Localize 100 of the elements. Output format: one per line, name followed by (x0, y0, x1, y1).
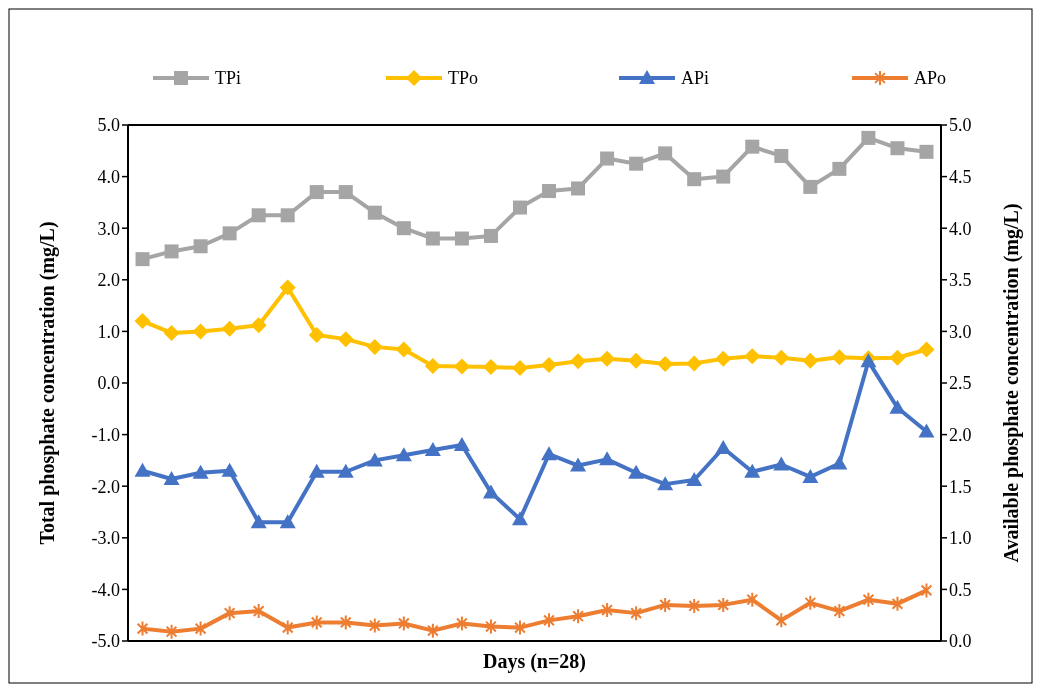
point (658, 146, 673, 161)
point (861, 130, 876, 145)
point (889, 399, 906, 414)
y2-tick-label: 0.0 (949, 631, 972, 652)
point (715, 440, 732, 455)
point (368, 617, 381, 634)
legend-label: TPo (448, 68, 479, 89)
y2-tick-label: 5.0 (949, 115, 972, 136)
y-tick-label: -1.0 (91, 424, 120, 445)
point (630, 605, 643, 622)
point (281, 619, 294, 636)
point (543, 612, 555, 629)
point (831, 349, 848, 366)
y2-axis-title: Available phosphate concentration (mg/L) (1000, 203, 1023, 563)
y2-tick-label: 1.5 (949, 476, 972, 497)
point (193, 239, 208, 254)
y2-tick-label: 4.5 (949, 166, 972, 187)
point (572, 608, 584, 625)
point (136, 620, 149, 637)
point (920, 582, 933, 599)
legend-label: APi (681, 68, 710, 89)
point (250, 514, 267, 529)
point (744, 348, 761, 365)
point (366, 338, 383, 355)
point (802, 352, 819, 369)
point (773, 349, 790, 366)
point (511, 511, 528, 526)
point (918, 341, 935, 358)
point (425, 231, 440, 246)
point (395, 447, 412, 462)
point (542, 184, 557, 199)
point (804, 594, 817, 611)
point (657, 355, 674, 372)
point (803, 179, 818, 194)
point (367, 205, 382, 220)
point (511, 360, 528, 377)
legend-label: TPi (215, 68, 242, 89)
point (366, 452, 383, 467)
y-tick-label: 3.0 (97, 218, 120, 239)
point (599, 451, 616, 466)
point (599, 350, 616, 367)
point (482, 359, 499, 375)
point (889, 349, 906, 366)
point (339, 614, 352, 631)
point (483, 228, 498, 243)
y2-tick-label: 3.5 (949, 270, 972, 291)
point (309, 185, 324, 200)
point (454, 231, 469, 246)
point (686, 355, 703, 372)
point (192, 464, 209, 479)
point (164, 244, 179, 259)
point (774, 148, 789, 163)
point (221, 320, 238, 337)
point (221, 462, 238, 477)
point (628, 352, 645, 369)
point (397, 615, 410, 632)
y2-tick-label: 2.0 (949, 424, 972, 445)
point (338, 185, 353, 200)
y2-tick-label: 0.5 (949, 579, 972, 600)
y-tick-label: 0.0 (97, 373, 120, 394)
point (424, 442, 441, 457)
point (541, 356, 558, 373)
point (482, 484, 499, 499)
point (832, 161, 847, 176)
point (628, 464, 645, 479)
y-tick-label: -3.0 (91, 528, 120, 549)
point (919, 144, 934, 159)
point (918, 423, 935, 438)
point (424, 357, 441, 374)
point (570, 353, 587, 370)
point (280, 208, 295, 223)
point (222, 226, 237, 241)
point (571, 181, 586, 196)
point (165, 623, 178, 640)
point (453, 436, 470, 451)
point (629, 156, 644, 171)
point (163, 470, 180, 485)
point (279, 514, 296, 529)
point (659, 596, 672, 613)
point (252, 603, 265, 620)
point (891, 595, 904, 612)
y-tick-label: -5.0 (91, 631, 120, 652)
point (600, 151, 615, 166)
y-axis-title: Total phosphate concentration (mg/L) (36, 221, 59, 545)
y2-tick-label: 3.0 (949, 321, 972, 342)
y-tick-label: 2.0 (97, 270, 120, 291)
point (453, 358, 470, 375)
point (657, 476, 674, 491)
point (715, 350, 732, 367)
point (512, 200, 527, 215)
point (890, 141, 905, 156)
point (833, 603, 846, 620)
point (687, 172, 702, 187)
point (337, 331, 354, 348)
point (163, 324, 180, 341)
point (717, 596, 730, 613)
point (744, 463, 761, 478)
point (570, 457, 587, 472)
point (775, 612, 788, 629)
y-tick-label: 5.0 (97, 115, 120, 136)
